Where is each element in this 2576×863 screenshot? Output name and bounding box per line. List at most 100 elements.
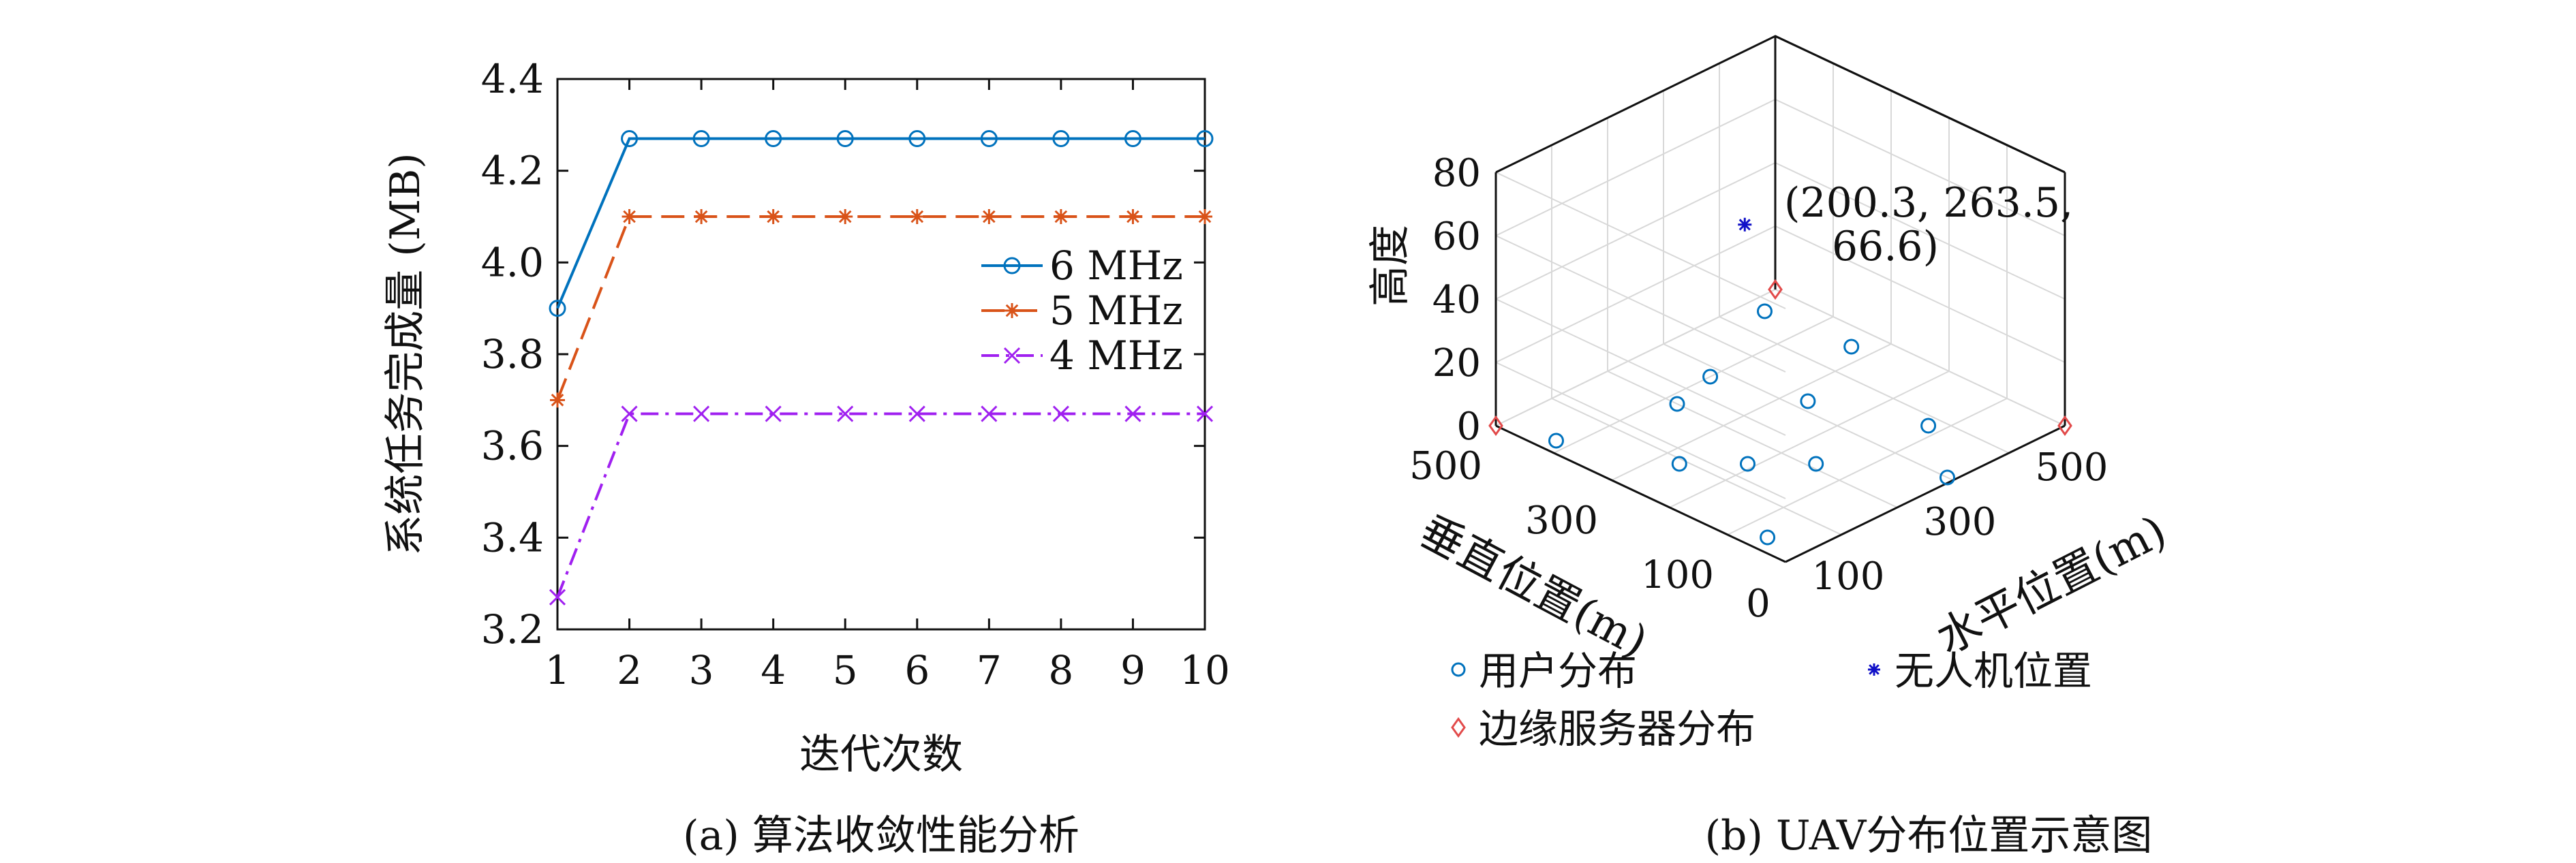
grid-line: [1719, 316, 2010, 454]
data-point: [908, 130, 926, 148]
grid-line: [1727, 398, 2008, 535]
scatter-point: [1800, 393, 1816, 409]
x-axis-label: 迭代次数: [799, 731, 963, 779]
legend-label: 无人机位置: [1895, 648, 2092, 694]
data-point: [765, 405, 782, 422]
top-edge: [1495, 35, 2066, 174]
grid-line: [1495, 288, 2066, 426]
caption-a: (a) 算法收敛性能分析: [683, 812, 1079, 860]
series-line: [556, 137, 1205, 309]
grid-line: [1663, 343, 1954, 481]
x-tick-label: 500: [2036, 445, 2109, 490]
z-tick-label: 40: [1432, 278, 1481, 322]
data-point: [693, 405, 710, 422]
data-point: [694, 209, 709, 224]
scatter-point: [2057, 415, 2072, 437]
scatter-point: [1669, 396, 1685, 412]
scatter-point: [1702, 368, 1719, 385]
grid-3d: [1495, 35, 2066, 563]
axis-ticks-3d: 0 20 40 60 80 0 100 300 500 100 300 500: [1409, 151, 2108, 626]
data-point: [692, 130, 710, 148]
axis-ticks: 3.23.43.63.84.04.24.41 2 3 4 5 6 7 8 9 10: [481, 56, 1230, 693]
data-point: [1124, 130, 1141, 148]
x-tick-label: 7: [977, 647, 1002, 693]
y-tick-label: 300: [1525, 499, 1598, 543]
y-tick-label: 3.6: [481, 423, 544, 469]
z-tick-label: 80: [1432, 151, 1481, 195]
scatter-point: [1757, 303, 1773, 319]
scatter-point: [1920, 418, 1937, 434]
data-point: [1196, 405, 1214, 422]
z-tick-label: 60: [1432, 215, 1481, 259]
data-point: [765, 130, 782, 148]
caption-b: (b) UAV分布位置示意图: [1705, 812, 2153, 860]
data-point: [550, 392, 565, 408]
data-point: [908, 405, 925, 422]
x-tick-label: 10: [1180, 647, 1230, 693]
x-tick-label: 9: [1120, 647, 1146, 693]
scatter-points: [1488, 217, 2072, 546]
scatter-point: [1808, 456, 1824, 472]
scatter-point: [1843, 339, 1860, 355]
top-edge: [1775, 35, 2066, 174]
legend-marker: [1868, 663, 1880, 676]
x-tick-label: 300: [1924, 500, 1997, 544]
legend-label: 用户分布: [1479, 648, 1637, 694]
grid-line: [1495, 35, 2066, 173]
data-point: [981, 209, 997, 224]
data-point: [837, 405, 854, 422]
y-axis-label: 系统任务完成量 (MB): [382, 153, 429, 555]
data-point: [909, 209, 925, 224]
data-point: [549, 300, 566, 317]
data-point: [1197, 209, 1212, 224]
y-tick-label: 3.2: [481, 606, 544, 653]
legend-marker: [1005, 303, 1019, 318]
legend-marker: [1451, 717, 1466, 738]
grid-line: [1495, 362, 1786, 499]
x-tick-label: 100: [1812, 554, 1885, 599]
annotation-line-1: (200.3, 263.5,: [1784, 179, 2073, 227]
annotation-line-2: 66.6): [1832, 223, 1939, 270]
y-tick-label: 4.0: [481, 239, 544, 285]
x-tick-label: 4: [761, 647, 786, 693]
grid-line: [1607, 371, 1898, 508]
grid-line: [1551, 398, 1842, 535]
data-point: [765, 209, 781, 224]
data-point: [1052, 130, 1070, 148]
x-tick-label: 3: [689, 647, 714, 693]
data-point: [1196, 130, 1214, 148]
legend-label: 6 MHz: [1049, 242, 1183, 289]
series-line: [556, 215, 1205, 401]
series-group: [549, 130, 1214, 606]
scatter-point: [1738, 217, 1752, 232]
z-tick-label: 20: [1432, 341, 1481, 386]
y-tick-label: 4.4: [481, 56, 544, 102]
convergence-chart: 3.23.43.63.84.04.24.41 2 3 4 5 6 7 8 9 10 系统任务完成量…: [382, 56, 1230, 860]
grid-line: [1495, 172, 1786, 309]
x-tick-label: 8: [1048, 647, 1073, 693]
grid-line: [1611, 343, 1892, 481]
y-axis-line: [1495, 424, 1786, 563]
z-tick-label: 0: [1456, 405, 1481, 449]
x-tick-label: 0: [1746, 582, 1770, 626]
data-point: [1053, 209, 1069, 224]
x-tick-label: 2: [617, 647, 642, 693]
scatter-point: [1548, 433, 1564, 449]
legend-marker: [1003, 257, 1021, 274]
data-point: [1125, 209, 1141, 224]
x-tick-label: 1: [545, 647, 570, 693]
legend-label: 4 MHz: [1049, 332, 1183, 379]
y-tick-label: 3.4: [481, 514, 544, 561]
grid-line: [1553, 316, 1834, 454]
y-tick-label: 4.2: [481, 148, 544, 194]
grid-line: [1669, 371, 1950, 508]
data-point: [621, 405, 638, 422]
data-point: [1124, 405, 1141, 422]
data-point: [981, 405, 998, 422]
scatter-point: [1939, 469, 1955, 486]
x-tick-label: 6: [904, 647, 930, 693]
data-point: [1052, 405, 1069, 422]
